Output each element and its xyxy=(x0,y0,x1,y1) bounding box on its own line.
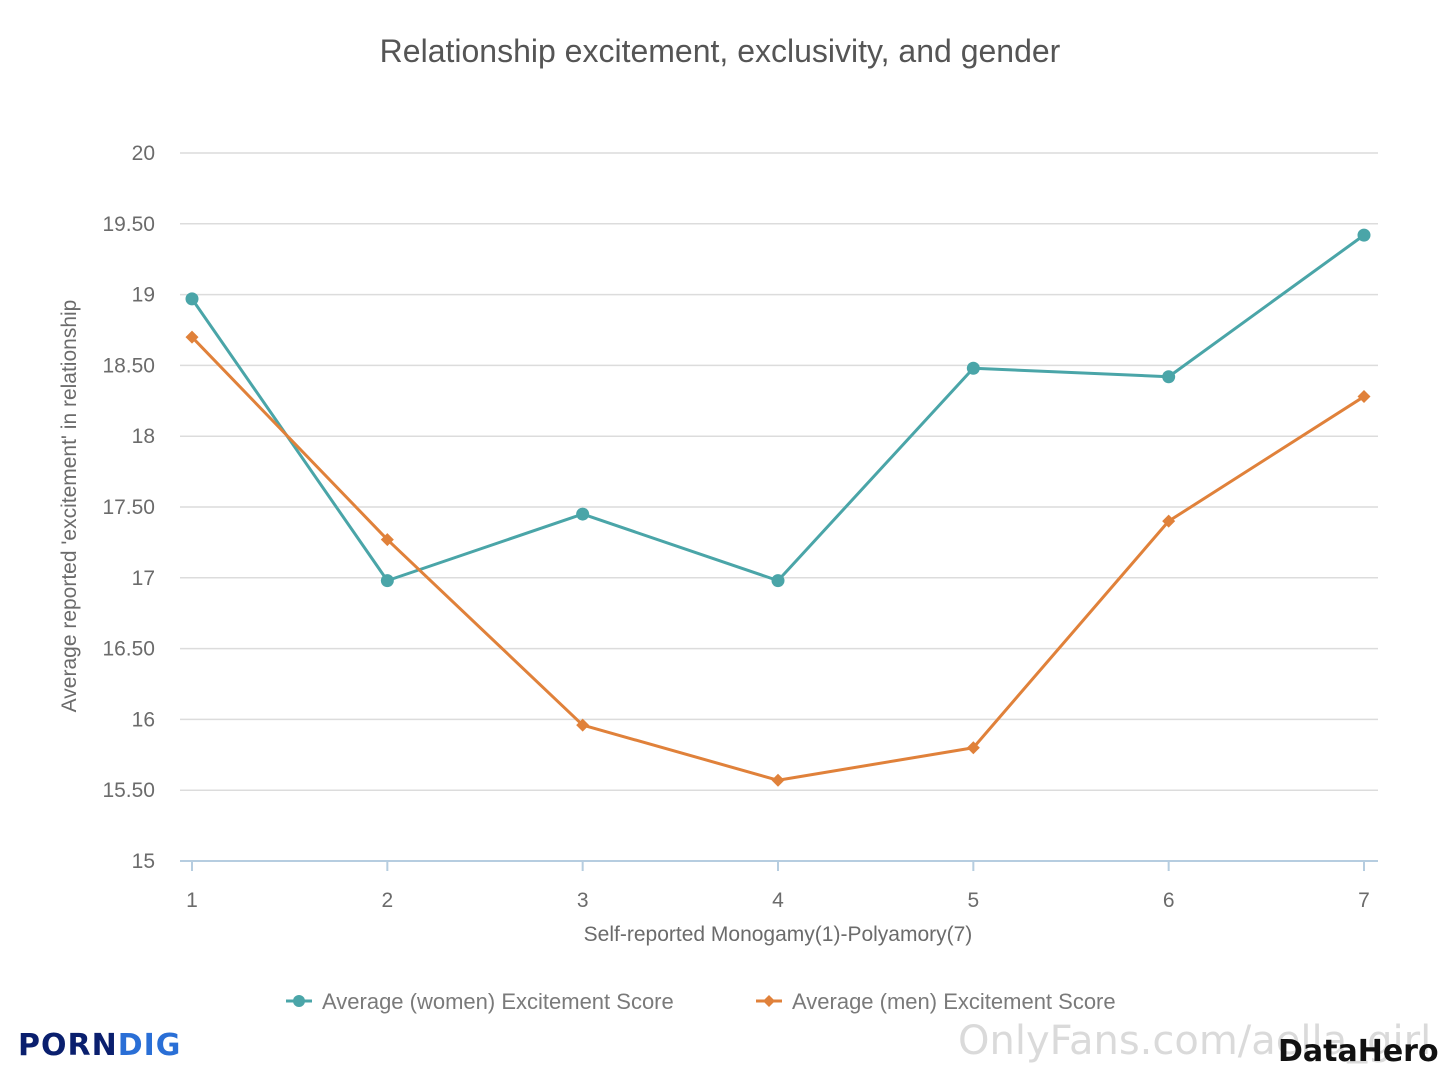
y-tick-label-8: 19 xyxy=(132,284,155,307)
y-tick-label-7: 18.50 xyxy=(102,354,155,377)
legend-item-1: Average (men) Excitement Score xyxy=(756,989,1116,1014)
series-1-point-0 xyxy=(185,330,199,344)
chart-title: Relationship excitement, exclusivity, an… xyxy=(380,33,1061,69)
y-tick-label-4: 17 xyxy=(132,567,155,590)
y-tick-label-0: 15 xyxy=(132,850,155,873)
x-tick-label-1: 2 xyxy=(381,889,393,912)
series-1-point-3 xyxy=(771,773,785,787)
y-tick-label-6: 18 xyxy=(132,425,155,448)
legend-label-0: Average (women) Excitement Score xyxy=(322,989,674,1014)
x-axis: 1 2 3 4 5 6 7 xyxy=(180,860,1378,912)
series-0-point-4 xyxy=(966,361,980,375)
porndig-watermark: PORNDIG xyxy=(18,1028,181,1063)
series-0-point-3 xyxy=(771,574,785,588)
watermark-part-1: PORN xyxy=(18,1028,118,1063)
series-0-point-6 xyxy=(1357,228,1371,242)
y-axis-label: Average reported 'excitement' in relatio… xyxy=(58,300,81,713)
legend: Average (women) Excitement Score Average … xyxy=(286,989,1116,1014)
series-markers xyxy=(185,228,1371,787)
onlyfans-watermark: OnlyFans.com/aella_girl xyxy=(958,1018,1432,1064)
grid-lines xyxy=(180,152,1378,791)
y-tick-label-9: 19.50 xyxy=(102,213,155,236)
y-tick-label-3: 16.50 xyxy=(102,638,155,661)
y-axis-tick-labels: 15 15.50 16 16.50 17 17.50 18 18.50 19 19.50 20 xyxy=(102,142,155,873)
x-tick-label-3: 4 xyxy=(772,889,784,912)
series-line-1 xyxy=(190,336,1365,782)
legend-swatch-marker-0 xyxy=(293,995,305,1007)
x-axis-label: Self-reported Monogamy(1)-Polyamory(7) xyxy=(584,923,973,946)
series-1-point-5 xyxy=(1162,514,1176,528)
datahero-logo: DataHero xyxy=(1278,1034,1439,1069)
series-0-point-5 xyxy=(1162,370,1176,384)
y-tick-label-2: 16 xyxy=(132,708,155,731)
x-tick-label-0: 1 xyxy=(186,889,198,912)
series-1-point-6 xyxy=(1357,390,1371,404)
x-tick-label-5: 6 xyxy=(1163,889,1175,912)
x-tick-label-4: 5 xyxy=(967,889,979,912)
series-1-point-2 xyxy=(576,718,590,732)
series-0-point-0 xyxy=(185,292,199,306)
y-tick-label-1: 15.50 xyxy=(102,779,155,802)
y-tick-label-5: 17.50 xyxy=(102,496,155,519)
series-1-point-4 xyxy=(966,741,980,755)
series-0-point-2 xyxy=(576,507,590,521)
legend-item-0: Average (women) Excitement Score xyxy=(286,989,674,1014)
legend-label-1: Average (men) Excitement Score xyxy=(792,989,1116,1014)
legend-swatch-marker-1 xyxy=(763,995,775,1007)
y-tick-label-10: 20 xyxy=(132,142,155,165)
series-1-point-1 xyxy=(380,533,394,547)
x-tick-label-2: 3 xyxy=(577,889,589,912)
x-tick-label-6: 7 xyxy=(1358,889,1370,912)
series-0-point-1 xyxy=(380,574,394,588)
series-line-0 xyxy=(190,233,1365,583)
watermark-part-2: DIG xyxy=(117,1028,182,1063)
